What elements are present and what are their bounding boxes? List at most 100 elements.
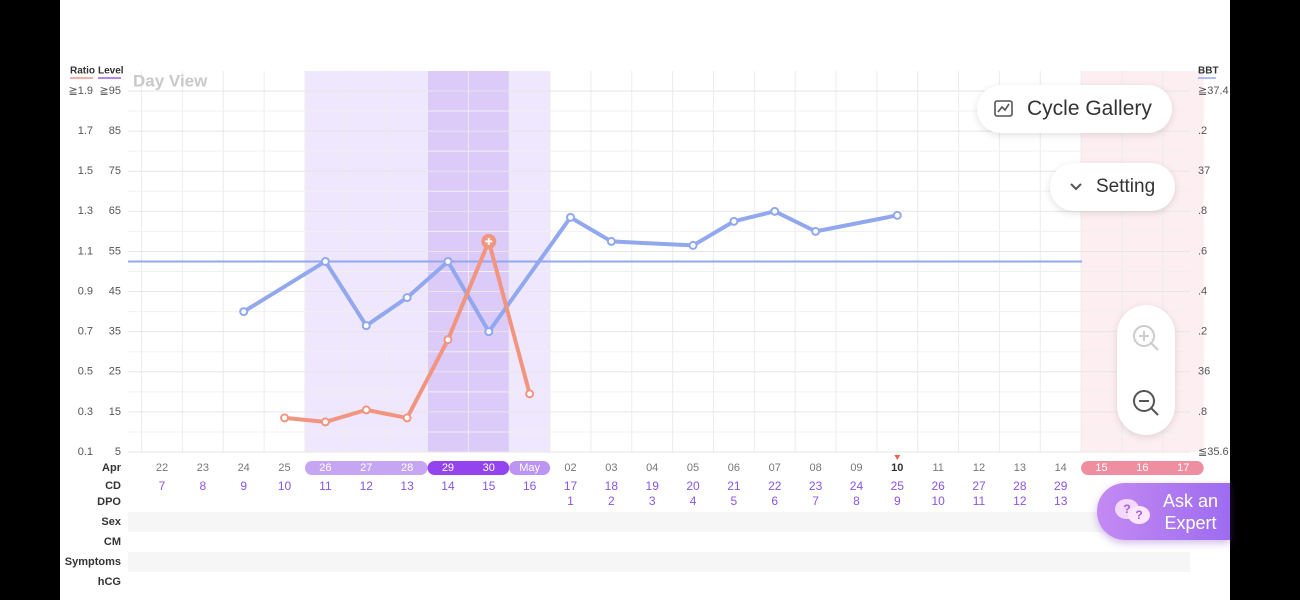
level-tick-label: 55 xyxy=(109,245,121,257)
bbt-axis-label: BBT xyxy=(1198,66,1219,77)
zoom-panel xyxy=(1117,305,1175,435)
cycle-gallery-button[interactable]: Cycle Gallery xyxy=(977,85,1172,133)
date-label: 03 xyxy=(605,462,617,474)
svg-text:?: ? xyxy=(1123,502,1130,516)
data-point xyxy=(320,417,330,427)
date-label: 23 xyxy=(197,462,209,474)
bbt-tick-label: .4 xyxy=(1198,285,1207,297)
date-label: 16 xyxy=(1136,462,1148,474)
cycle-gallery-text: Cycle Gallery xyxy=(1027,97,1152,120)
dpo-value: 7 xyxy=(812,494,819,508)
cd-value: 28 xyxy=(1013,479,1027,493)
cd-value: 11 xyxy=(319,479,332,493)
date-label: 15 xyxy=(1095,462,1107,474)
ratio-tick-label: 0.9 xyxy=(78,285,93,297)
date-label: 06 xyxy=(728,462,740,474)
date-label: 28 xyxy=(401,462,413,474)
dpo-value: 11 xyxy=(973,494,986,508)
ratio-tick-label: 1.3 xyxy=(78,205,93,217)
date-label: 10 xyxy=(891,462,903,474)
date-label: 05 xyxy=(687,462,699,474)
level-axis-label: Level xyxy=(98,66,124,77)
dpo-value: 9 xyxy=(894,494,901,508)
date-label: 17 xyxy=(1177,462,1189,474)
date-label: 08 xyxy=(809,462,821,474)
chart-title: Day View xyxy=(133,71,208,90)
bbt-tick-label: .2 xyxy=(1198,326,1207,338)
ask-expert-button[interactable]: ? ? Ask an Expert xyxy=(1097,483,1230,540)
record-row-label: Sex xyxy=(101,516,121,528)
dpo-value: 5 xyxy=(731,494,738,508)
ratio-tick-label: ≧1.9 xyxy=(68,85,93,97)
date-label: 24 xyxy=(238,462,250,474)
month-label: Apr xyxy=(102,462,122,474)
chevron-icon xyxy=(1070,183,1082,191)
cd-value: 18 xyxy=(605,479,619,493)
svg-text:?: ? xyxy=(1135,508,1142,522)
cd-value: 25 xyxy=(891,479,905,493)
cd-value: 26 xyxy=(931,479,945,493)
cd-value: 8 xyxy=(200,479,207,493)
ratio-tick-label: 0.3 xyxy=(78,406,93,418)
today-marker xyxy=(894,455,901,460)
date-label: 11 xyxy=(932,462,943,474)
cd-value: 20 xyxy=(686,479,700,493)
ratio-tick-label: 0.7 xyxy=(78,326,93,338)
data-point xyxy=(361,405,371,415)
zoom-in-button[interactable] xyxy=(1131,323,1161,353)
cd-row-label: CD xyxy=(105,480,121,492)
date-label: 04 xyxy=(646,462,658,474)
date-label: 27 xyxy=(360,462,372,474)
date-label: 07 xyxy=(769,462,781,474)
cd-value: 15 xyxy=(482,479,496,493)
ratio-tick-label: 1.1 xyxy=(78,245,93,257)
date-pill xyxy=(1081,461,1204,475)
data-point xyxy=(606,236,616,246)
level-tick-label: 5 xyxy=(115,446,121,458)
data-point xyxy=(729,216,739,226)
cd-value: 16 xyxy=(523,479,537,493)
zoom-out-button[interactable] xyxy=(1131,388,1161,418)
ratio-tick-label: 1.5 xyxy=(78,165,93,177)
dpo-value: 6 xyxy=(771,494,778,508)
date-pill xyxy=(427,461,510,475)
dpo-value: 4 xyxy=(690,494,697,508)
level-tick-label: 65 xyxy=(109,205,121,217)
data-point xyxy=(525,389,535,399)
ratio-tick-label: 0.1 xyxy=(78,446,93,458)
cd-value: 13 xyxy=(400,479,414,493)
setting-button[interactable]: Setting xyxy=(1050,163,1175,211)
date-label: 13 xyxy=(1014,462,1026,474)
dpo-value: 10 xyxy=(931,494,945,508)
level-tick-label: ≧95 xyxy=(100,85,121,97)
data-point xyxy=(402,413,412,423)
expert-icon: ? ? xyxy=(1115,498,1150,524)
record-row-label: hCG xyxy=(98,576,121,588)
date-label: 12 xyxy=(973,462,985,474)
date-label: 02 xyxy=(564,462,576,474)
ratio-tick-label: 1.7 xyxy=(78,125,93,137)
data-point xyxy=(892,210,902,220)
data-point xyxy=(566,212,575,222)
bbt-tick-label: 37 xyxy=(1198,165,1210,177)
cd-value: 10 xyxy=(278,479,292,493)
bbt-tick-label: ≦35.6 xyxy=(1198,446,1229,458)
ask-expert-text: Ask an Expert xyxy=(1163,490,1218,534)
level-tick-label: 85 xyxy=(109,125,121,137)
level-tick-label: 35 xyxy=(109,326,121,338)
dpo-value: 13 xyxy=(1054,494,1068,508)
date-label: 30 xyxy=(483,462,495,474)
data-point xyxy=(361,321,371,331)
date-label: 25 xyxy=(278,462,290,474)
level-tick-label: 25 xyxy=(109,366,121,378)
date-label: 09 xyxy=(850,462,862,474)
record-row-label: Symptoms xyxy=(65,556,121,568)
date-label: 26 xyxy=(319,462,331,474)
row-stripe xyxy=(128,552,1190,572)
cd-value: 24 xyxy=(850,479,864,493)
cd-value: 27 xyxy=(972,479,986,493)
level-tick-label: 15 xyxy=(109,406,121,418)
bbt-tick-label: .2 xyxy=(1198,125,1207,137)
bbt-tick-label: .6 xyxy=(1198,245,1207,257)
